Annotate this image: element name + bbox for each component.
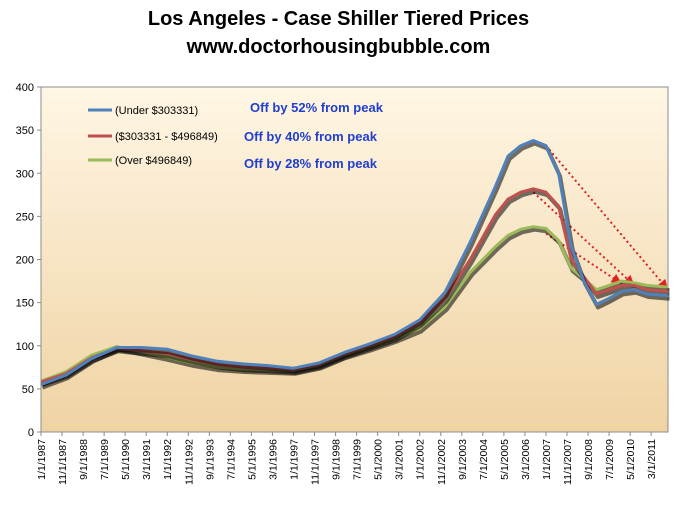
legend: (Under $303331) ($303331 - $496849) (Over … (88, 105, 218, 167)
x-tick-label: 1/1/1987 (36, 439, 48, 480)
legend-label: (Under $303331) (115, 105, 198, 117)
y-tick-label: 250 (16, 211, 34, 223)
x-tick-label: 5/1/2010 (625, 439, 637, 480)
x-tick-label: 7/1/2004 (478, 439, 490, 480)
x-tick-label: 5/1/1990 (120, 439, 132, 480)
x-tick-label: 3/1/2006 (520, 439, 532, 480)
x-tick-label: 1/1/1992 (162, 439, 174, 480)
x-tick-label: 3/1/2011 (646, 439, 658, 479)
legend-label: (Over $496849) (115, 155, 192, 167)
x-tick-label: 9/1/1993 (204, 439, 216, 480)
x-tick-label: 1/1/2002 (415, 439, 427, 480)
x-tick-label: 11/1/2002 (436, 439, 448, 485)
y-tick-label: 350 (16, 125, 34, 137)
annotation-label: Off by 28% from peak (244, 156, 378, 171)
y-axis: 0 50 100 150 200 250 300 350 400 (16, 82, 41, 439)
trend-arrow-line (545, 145, 669, 291)
annotations: Off by 52% from peak Off by 40% from peak… (244, 100, 384, 171)
x-tick-label: 3/1/1996 (267, 439, 279, 480)
x-tick-label: 9/1/1998 (331, 439, 343, 480)
legend-label: ($303331 - $496849) (115, 131, 218, 143)
x-tick-label: 11/1/1987 (57, 439, 69, 485)
x-tick-label: 5/1/1995 (246, 439, 258, 480)
x-tick-label: 1/1/1997 (288, 439, 300, 480)
x-tick-label: 11/1/1992 (183, 439, 195, 485)
x-tick-label: 7/1/1999 (352, 439, 364, 480)
series-lines (40, 139, 670, 390)
x-tick-label: 3/1/2001 (394, 439, 406, 480)
chart-subtitle: www.doctorhousingbubble.com (186, 36, 491, 58)
x-tick-label: 9/1/1988 (78, 439, 90, 480)
y-tick-label: 300 (16, 168, 34, 180)
x-tick-label: 7/1/1994 (225, 439, 237, 480)
series-line (40, 139, 669, 387)
x-tick-label: 1/1/2007 (541, 439, 553, 480)
x-tick-label: 7/1/2009 (604, 439, 616, 480)
x-tick-label: 11/1/1997 (310, 439, 322, 485)
y-tick-label: 50 (22, 384, 34, 396)
x-tick-label: 5/1/2005 (499, 439, 511, 480)
x-tick-label: 9/1/2008 (583, 439, 595, 480)
annotation-label: Off by 52% from peak (250, 100, 384, 115)
y-tick-label: 0 (28, 427, 34, 439)
x-tick-label: 3/1/1991 (141, 439, 153, 480)
y-tick-label: 150 (16, 298, 34, 310)
x-tick-label: 11/1/2007 (562, 439, 574, 485)
plot-area (40, 86, 669, 433)
x-axis: 1/1/1987 11/1/1987 9/1/1988 7/1/1989 5/1/199… (36, 432, 658, 485)
x-tick-label: 7/1/1989 (99, 439, 111, 480)
y-tick-label: 400 (16, 82, 34, 94)
chart-title: Los Angeles - Case Shiller Tiered Prices (147, 8, 530, 30)
y-tick-label: 200 (16, 255, 34, 267)
y-tick-label: 100 (16, 341, 34, 353)
x-tick-label: 5/1/2000 (373, 439, 385, 480)
annotation-label: Off by 40% from peak (244, 129, 378, 144)
x-tick-label: 9/1/2003 (457, 439, 469, 480)
